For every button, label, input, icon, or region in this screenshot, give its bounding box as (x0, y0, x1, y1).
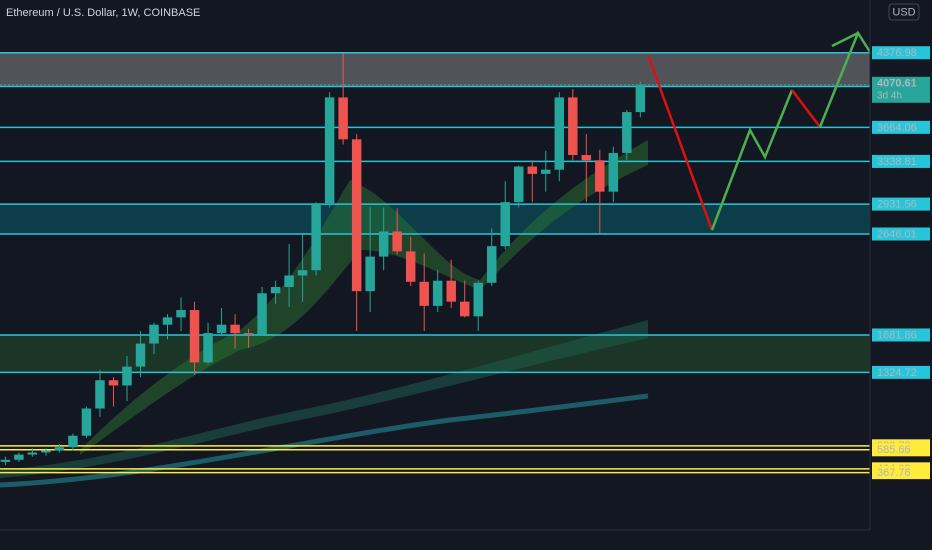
candle-body (203, 333, 213, 363)
candle-body (284, 275, 294, 287)
candle-body (108, 380, 119, 386)
level-label-box (872, 328, 930, 342)
candle-body (432, 280, 443, 306)
candle-body (135, 343, 146, 367)
level-label-box (872, 154, 930, 168)
level-label-box (872, 120, 930, 134)
level-label: 2646.01 (877, 228, 917, 240)
level-label: 1324.72 (877, 367, 917, 379)
candles (0, 53, 646, 466)
zone (0, 204, 870, 234)
level-label: 367.76 (877, 467, 911, 479)
candle-body (95, 380, 105, 409)
candle-body (257, 293, 267, 335)
candle-body (27, 452, 38, 455)
candle-body (378, 231, 389, 257)
levels (0, 51, 870, 474)
candle-body (635, 84, 646, 113)
level-label-box (872, 443, 930, 457)
currency-box[interactable] (888, 3, 920, 21)
candle-body (473, 282, 483, 317)
projection-down (791, 89, 821, 128)
level-label-box (872, 46, 930, 60)
last-price-box (872, 76, 930, 103)
candle-body (459, 301, 470, 317)
candle-body (365, 256, 375, 292)
candle-body (351, 139, 362, 292)
candle-body (122, 366, 132, 386)
level-label: 3664.06 (877, 122, 917, 134)
candle-body (405, 251, 416, 282)
candle-body (243, 333, 254, 335)
ribbon-fast (80, 140, 648, 455)
candle-body (216, 324, 227, 334)
candle-body (392, 231, 402, 252)
ribbon-200 (0, 393, 649, 488)
candle-body (446, 280, 456, 302)
candle-body (595, 160, 605, 192)
candle-body (581, 155, 592, 161)
candle-body (68, 435, 78, 448)
level-label: 585.66 (877, 444, 911, 456)
projection-up (831, 31, 859, 48)
projection-down (646, 54, 714, 231)
currency[interactable]: USD (892, 6, 915, 18)
level-label-box (872, 227, 930, 241)
level-label: 1681.86 (877, 329, 917, 341)
level-label-box (872, 197, 930, 211)
level-label: 3338.81 (877, 156, 917, 168)
candle-body (230, 324, 240, 334)
countdown: 3d 4h (877, 90, 902, 101)
candle-body (554, 97, 565, 170)
projection-up (710, 89, 794, 231)
candle-body (514, 166, 524, 203)
candle-body (487, 246, 497, 283)
candle-body (297, 270, 308, 276)
candle-body (14, 454, 24, 460)
candle-body (54, 447, 65, 451)
candle-body (338, 97, 348, 140)
last-price: 4070.61 (877, 78, 917, 90)
candle-body (270, 286, 281, 294)
candle-body (149, 324, 159, 344)
candle-body (176, 310, 186, 318)
chart-title: Ethereum / U.S. Dollar, 1W, COINBASE (6, 7, 200, 19)
candle-body (324, 97, 335, 204)
candle-body (419, 281, 429, 306)
candle-body (189, 310, 200, 363)
level-label: 4376.98 (877, 47, 917, 59)
candle-body (527, 166, 537, 174)
candle-body (541, 169, 551, 174)
candle-body (568, 97, 578, 156)
candle-body (311, 203, 321, 271)
zone (0, 52, 870, 87)
level-label: 2931.56 (877, 198, 917, 210)
candle-body (81, 408, 92, 436)
candle-body (608, 152, 619, 192)
level-label-box (872, 365, 930, 379)
axis-labels: 4376.984054.333664.063338.812931.562646.… (872, 46, 930, 480)
candle-body (500, 202, 510, 247)
candle-body (622, 112, 632, 153)
candle-body (41, 450, 51, 453)
candle-body (162, 317, 173, 325)
moving-average-ribbons (0, 140, 649, 488)
level-label-box (872, 466, 930, 480)
candle-body (0, 459, 11, 462)
projection (646, 30, 872, 231)
